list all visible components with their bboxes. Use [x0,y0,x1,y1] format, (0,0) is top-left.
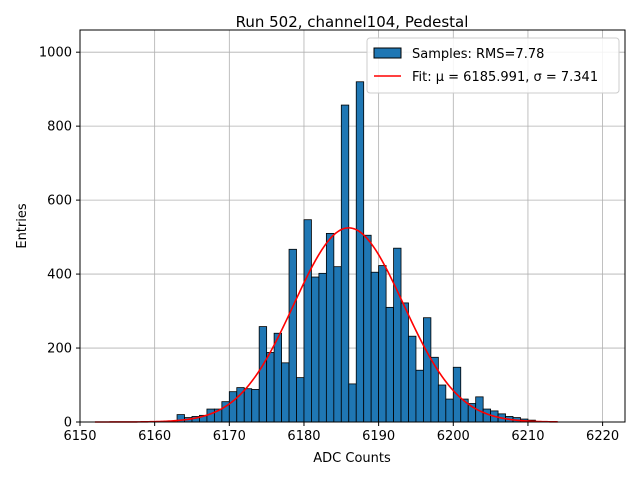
y-tick-label: 200 [47,342,72,357]
histogram-bar [281,362,290,423]
x-tick-label: 6210 [511,429,544,444]
chart-title: Run 502, channel104, Pedestal [236,13,469,31]
x-tick-label: 6220 [586,429,619,444]
histogram-bar [266,352,275,423]
fit-curve [94,227,558,423]
histogram-bar [348,383,357,423]
x-axis-label: ADC Counts [313,451,391,466]
histogram-bar [445,398,454,423]
histogram-bar [430,356,439,423]
histogram-bar [415,369,424,423]
x-axis-ticks: 6150 6160 6170 6180 6190 6200 6210 6220 [63,422,619,444]
histogram-bar [393,247,402,423]
legend: Samples: RMS=7.78 Fit: μ = 6185.991, σ =… [366,37,620,94]
x-tick-label: 6200 [437,429,470,444]
x-tick-label: 6180 [287,429,320,444]
histogram-bar [400,302,409,423]
histogram-bar [258,326,268,423]
histogram-bar [318,272,327,423]
y-axis-label: Entries [15,203,30,249]
histogram-bar [273,332,282,423]
histogram-bar [423,317,432,423]
histogram-bar [355,81,365,423]
legend-samples-label: Samples: RMS=7.78 [412,47,544,62]
legend-box [366,37,620,94]
histogram-bar [228,391,238,423]
x-tick-label: 6150 [63,429,96,444]
x-tick-label: 6170 [213,429,246,444]
histogram-bar [378,265,387,423]
y-tick-label: 400 [47,268,72,283]
legend-fit-label: Fit: μ = 6185.991, σ = 7.341 [412,70,598,85]
plot-frame [79,29,626,423]
histogram-bar [437,384,447,423]
x-tick-label: 6160 [138,429,171,444]
histogram-bar [303,219,312,423]
histogram-bar [251,389,260,423]
histogram-bar [288,248,297,423]
histogram-bars [176,81,536,423]
histogram-bar [363,234,372,423]
histogram-bar [340,104,350,423]
y-tick-label: 1000 [39,46,72,61]
y-tick-label: 600 [47,194,72,209]
histogram-bar [385,306,394,423]
histogram-bar [333,266,342,423]
y-tick-label: 800 [47,120,72,135]
histogram-bar [296,377,305,423]
histogram-bar [311,276,320,423]
y-axis-ticks: 0 200 400 600 800 1000 [39,46,80,431]
histogram-bar [243,388,253,423]
histogram-bar [370,271,380,423]
y-tick-label: 0 [64,416,72,431]
x-tick-label: 6190 [362,429,395,444]
histogram-bar [325,232,335,423]
legend-samples-swatch [373,47,402,59]
histogram-bar [408,335,417,423]
